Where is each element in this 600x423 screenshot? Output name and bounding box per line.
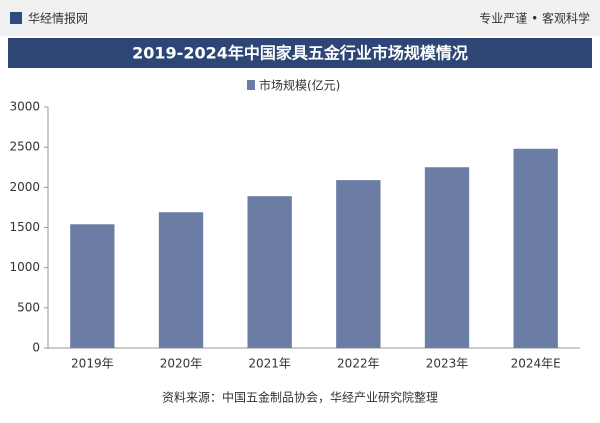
x-tick-label: 2020年 xyxy=(160,357,203,371)
y-tick-label: 3000 xyxy=(9,100,40,114)
bar xyxy=(70,224,115,348)
brand: 华经情报网 xyxy=(28,11,88,26)
logo-icon xyxy=(10,12,22,24)
bar xyxy=(513,148,558,348)
x-tick-label: 2022年 xyxy=(337,357,380,371)
y-tick-label: 2000 xyxy=(9,180,40,194)
header-bar xyxy=(0,0,600,36)
legend-swatch xyxy=(247,80,255,90)
bar xyxy=(158,212,204,348)
x-tick-label: 2024年E xyxy=(511,357,561,371)
slogan: 专业严谨 • 客观科学 xyxy=(479,11,590,26)
bar xyxy=(247,196,292,348)
y-tick-label: 1000 xyxy=(9,260,40,274)
x-tick-label: 2021年 xyxy=(248,357,291,371)
y-tick-label: 2500 xyxy=(9,140,40,154)
y-tick-label: 500 xyxy=(17,300,40,314)
title-banner xyxy=(8,38,592,68)
y-tick-label: 1500 xyxy=(9,220,40,234)
source: 资料来源：中国五金制品协会，华经产业研究院整理 xyxy=(162,390,438,405)
legend-label: 市场规模(亿元) xyxy=(259,78,340,93)
y-tick-label: 0 xyxy=(32,341,40,355)
chart-title: 2019-2024年中国家具五金行业市场规模情况 xyxy=(132,44,468,63)
bar xyxy=(424,167,470,348)
x-tick-label: 2019年 xyxy=(71,357,114,371)
bar xyxy=(336,180,381,348)
x-tick-label: 2023年 xyxy=(426,357,469,371)
